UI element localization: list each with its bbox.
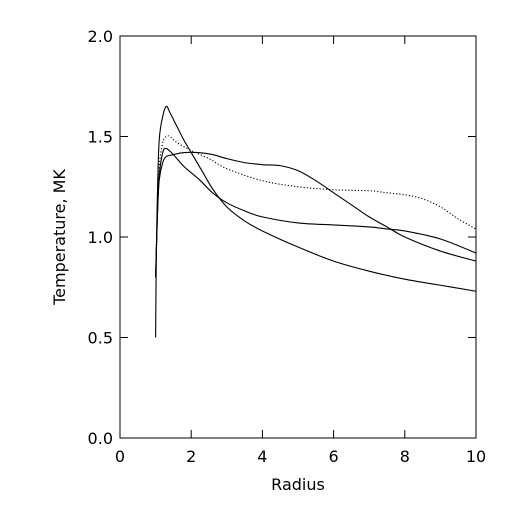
series-group — [155, 105, 477, 338]
x-axis-ticks: 0 2 4 6 8 10 — [115, 36, 486, 466]
x-tick-label: 0 — [115, 447, 125, 466]
y-tick-label: 1.0 — [88, 228, 113, 247]
y-axis-title: Temperature, MK — [50, 169, 69, 306]
y-tick-label: 0.0 — [88, 429, 113, 448]
series-line-4 — [155, 135, 477, 278]
x-tick-label: 8 — [400, 447, 410, 466]
series-line-2 — [155, 151, 477, 278]
x-tick-label: 2 — [186, 447, 196, 466]
y-tick-label: 1.5 — [88, 128, 113, 147]
x-tick-label: 10 — [466, 447, 486, 466]
y-axis-ticks: 0.0 0.5 1.0 1.5 2.0 — [88, 27, 476, 448]
series-line-3 — [155, 147, 477, 278]
x-tick-label: 6 — [329, 447, 339, 466]
y-tick-label: 0.5 — [88, 329, 113, 348]
x-axis-title: Radius — [271, 475, 325, 494]
series-line-1 — [155, 105, 477, 338]
y-tick-label: 2.0 — [88, 27, 113, 46]
x-tick-label: 4 — [257, 447, 267, 466]
